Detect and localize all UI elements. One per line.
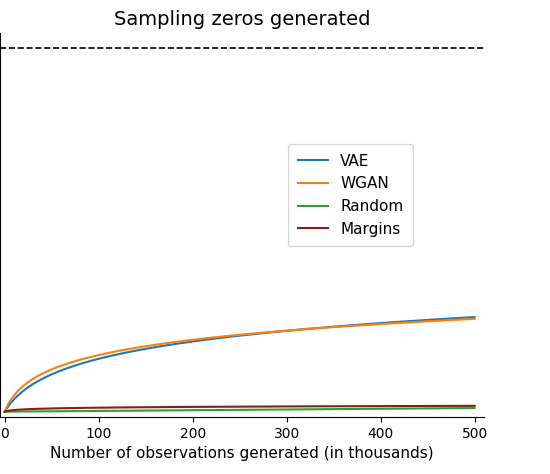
WGAN	[458, 317, 464, 322]
VAE	[371, 321, 378, 327]
Line: WGAN: WGAN	[5, 319, 475, 411]
Margins	[2, 409, 8, 414]
VAE	[217, 335, 224, 341]
Legend: VAE, WGAN, Random, Margins: VAE, WGAN, Random, Margins	[288, 145, 412, 246]
VAE	[25, 384, 32, 390]
Random	[2, 409, 8, 414]
WGAN	[217, 334, 224, 339]
VAE	[458, 315, 464, 321]
Margins	[371, 403, 378, 409]
WGAN	[230, 333, 236, 338]
VAE	[471, 314, 478, 320]
Line: Margins: Margins	[5, 406, 475, 411]
WGAN	[471, 316, 478, 322]
Title: Sampling zeros generated: Sampling zeros generated	[114, 10, 370, 29]
Random	[25, 409, 32, 414]
WGAN	[458, 317, 464, 322]
Margins	[458, 403, 464, 409]
WGAN	[371, 321, 378, 327]
VAE	[458, 315, 464, 321]
Random	[458, 405, 464, 411]
Random	[471, 405, 478, 411]
Margins	[25, 406, 32, 412]
Margins	[230, 404, 236, 410]
Line: VAE: VAE	[5, 317, 475, 411]
Random	[458, 405, 464, 411]
Line: Random: Random	[5, 408, 475, 411]
Margins	[471, 403, 478, 409]
X-axis label: Number of observations generated (in thousands): Number of observations generated (in tho…	[50, 447, 434, 461]
Random	[217, 407, 224, 413]
Margins	[217, 404, 224, 410]
Random	[230, 407, 236, 413]
Margins	[458, 403, 464, 409]
VAE	[2, 409, 8, 414]
WGAN	[25, 379, 32, 384]
WGAN	[2, 409, 8, 414]
VAE	[230, 334, 236, 339]
Random	[371, 406, 378, 411]
